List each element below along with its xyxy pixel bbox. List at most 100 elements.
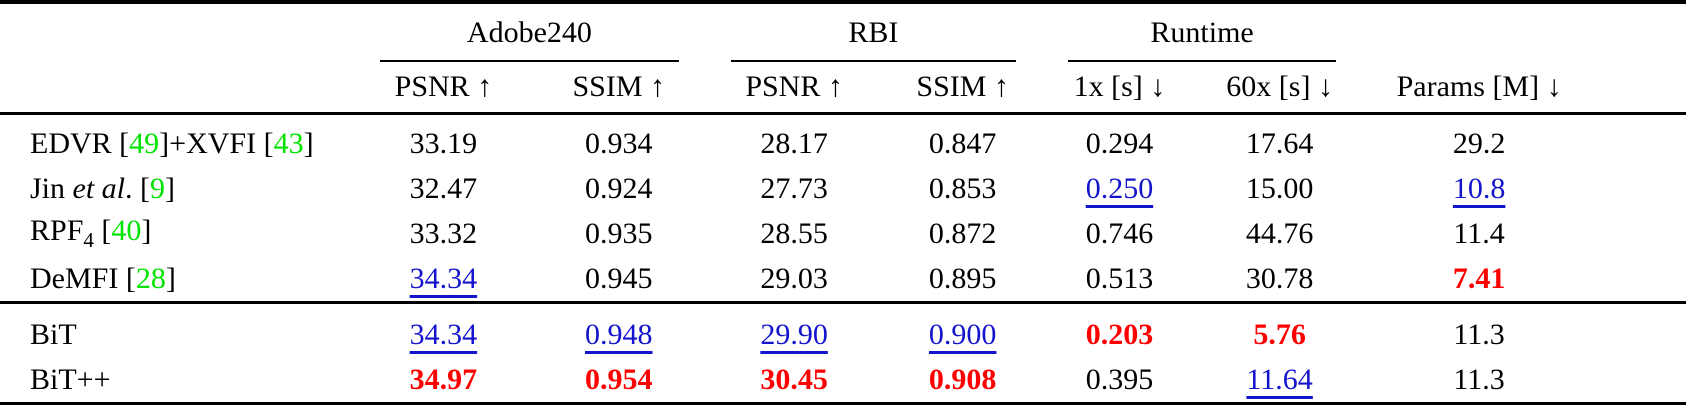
value-cell: 33.19 [354,114,533,167]
method-name-part: et al [72,171,126,205]
value-cell: 0.954 [533,357,705,404]
value-cell: 0.847 [883,114,1041,167]
method-name-part: ] [165,171,176,205]
subheader-runtime-60x: 60x [s] ↓ [1226,70,1333,103]
method-header-empty [0,2,354,62]
table-row: DeMFI [28] 34.34 0.945 29.03 0.895 0.513 30.7… [0,256,1686,303]
group-label-adobe240: Adobe240 [380,18,679,62]
params-header-empty [1362,2,1686,62]
value-cell: 11.3 [1362,357,1686,404]
metric-value: 34.97 [409,362,478,396]
group-label-rbi: RBI [730,18,1016,62]
method-name-part: ] [303,126,314,160]
value-cell: 0.934 [533,114,705,167]
metric-value: 17.64 [1245,126,1314,160]
metric-value: 30.45 [760,362,828,396]
value-cell: 30.78 [1197,256,1362,303]
subheader-params: Params [M] ↓ [1396,70,1562,103]
method-cell: BiT [0,301,355,357]
metric-value: 28.55 [760,216,828,250]
table-row: BiT++ 34.97 0.954 30.45 0.908 0.395 11.64 11.3 [0,357,1686,404]
metric-value: 11.64 [1246,362,1313,396]
metric-value: 29.03 [760,261,828,295]
value-cell: 11.64 [1197,357,1362,404]
value-cell: 0.513 [1042,256,1197,303]
method-name-part: 9 [150,171,166,205]
value-cell: 17.64 [1197,114,1362,167]
metric-value: 32.47 [409,171,478,205]
value-cell: 0.746 [1042,211,1197,256]
metric-value: 29.90 [760,317,828,351]
method-cell: BiT++ [0,357,354,404]
metric-value: 0.294 [1085,126,1154,160]
group-header-row: Adobe240 RBI Runtime [0,2,1686,62]
metric-value: 0.853 [928,171,997,205]
table-body: EDVR [49]+XVFI [43] 33.19 0.934 28.17 0.847… [0,114,1686,405]
value-cell: 0.294 [1042,114,1197,167]
value-cell: 0.395 [1042,357,1197,404]
metric-value: 11.3 [1453,317,1505,351]
method-name-part: Jin [30,171,73,205]
metric-value: 0.395 [1085,362,1154,396]
subheader-runtime-1x: 1x [s] ↓ [1073,70,1166,103]
value-cell: 32.47 [354,166,533,211]
value-cell: 0.924 [533,166,705,211]
metric-value: 0.945 [585,261,653,295]
value-cell: 0.908 [883,357,1041,404]
method-name-part: 40 [111,214,142,247]
value-cell: 7.41 [1362,256,1686,303]
value-cell: 30.45 [705,357,884,404]
metric-value: 0.250 [1085,171,1154,205]
method-name-part: ] [165,261,176,295]
subheader-rbi-ssim: SSIM ↑ [916,70,1009,103]
subheader-row: PSNR ↑ SSIM ↑ PSNR ↑ SSIM ↑ 1x [s] ↓ 60x… [0,62,1686,114]
metric-value: 0.900 [928,317,997,351]
value-cell: 11.4 [1362,211,1686,256]
metric-value: 11.4 [1453,216,1505,250]
value-cell: 29.2 [1362,114,1686,167]
method-name-part: RPF [30,214,84,247]
metric-value: 30.78 [1245,261,1314,295]
metric-value: 0.934 [585,126,653,160]
value-cell: 33.32 [354,211,533,256]
method-name-part: EDVR [ [30,126,130,160]
method-cell: RPF4 [40] [0,211,354,256]
metric-value: 29.2 [1452,126,1506,160]
method-cell: EDVR [49]+XVFI [43] [0,114,354,167]
subheader-adobe240-psnr: PSNR ↑ [394,70,493,103]
metric-value: 0.847 [928,126,997,160]
group-label-runtime: Runtime [1067,18,1337,62]
metric-value: 34.34 [409,317,478,351]
value-cell: 28.55 [705,211,884,256]
group-header-adobe240: Adobe240 [354,2,705,62]
method-cell: Jin et al. [9] [0,166,354,211]
metric-value: 27.73 [760,171,828,205]
metric-value: 15.00 [1245,171,1314,205]
metric-value: 0.924 [585,171,653,205]
metric-value: 33.19 [409,126,478,160]
method-name-part: 43 [273,126,304,160]
value-cell: 11.3 [1362,301,1686,357]
metric-value: 28.17 [760,126,828,160]
value-cell: 0.853 [883,166,1041,211]
method-name-part: [ [93,214,112,247]
value-cell: 0.945 [533,256,705,303]
method-name-part: BiT++ [30,362,111,396]
value-cell: 34.97 [354,357,533,404]
method-cell: DeMFI [28] [0,256,354,303]
metric-value: 10.8 [1452,171,1506,205]
table-header: Adobe240 RBI Runtime PSNR ↑ SSIM ↑ PSNR … [0,2,1686,114]
metric-value: 0.948 [585,317,653,351]
value-cell: 0.872 [883,211,1041,256]
group-header-runtime: Runtime [1042,2,1362,62]
value-cell: 0.948 [532,301,705,357]
method-subheader-empty [0,62,354,114]
metric-value: 0.908 [928,362,997,396]
metric-value: 0.935 [585,216,653,250]
value-cell: 5.76 [1197,301,1363,357]
table-row: EDVR [49]+XVFI [43] 33.19 0.934 28.17 0.847… [0,114,1686,167]
value-cell: 0.895 [883,256,1041,303]
method-name-part: DeMFI [ [30,261,136,295]
